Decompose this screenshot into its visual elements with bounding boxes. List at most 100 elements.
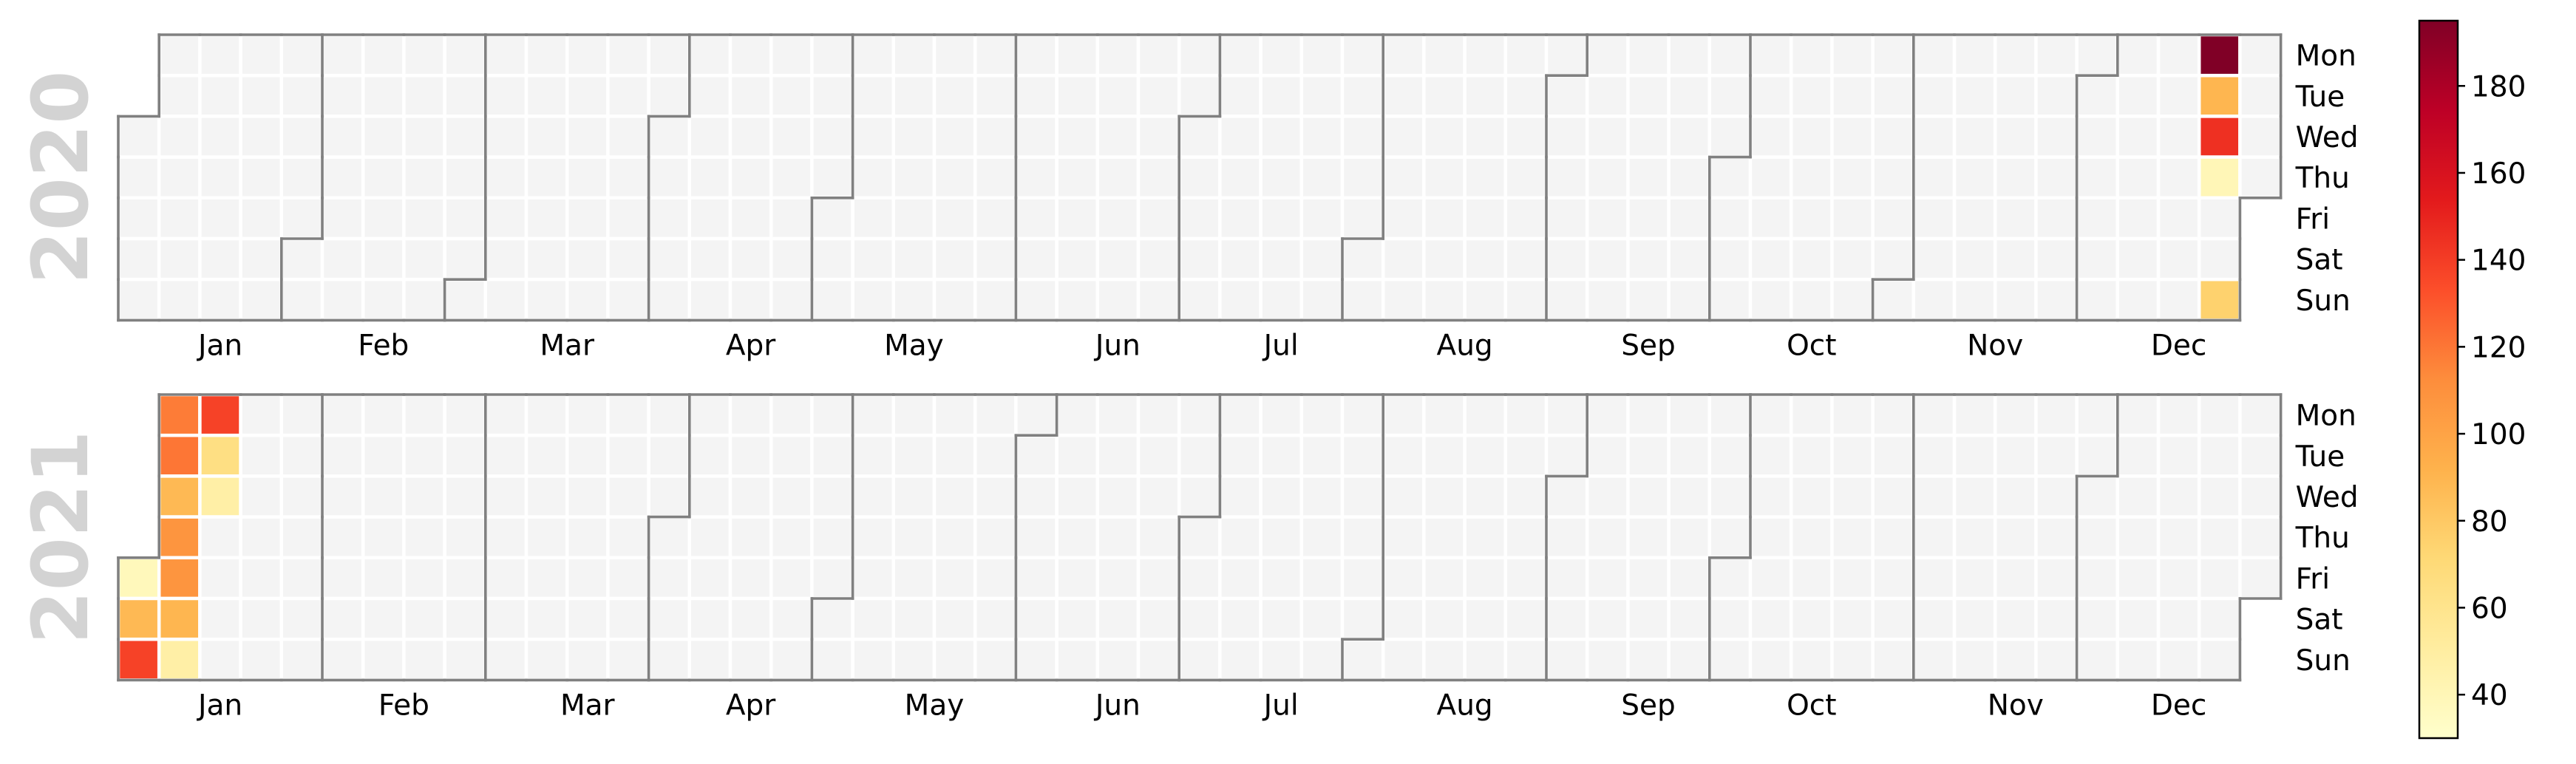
day-cell <box>2075 33 2120 78</box>
day-cell <box>320 236 365 282</box>
day-cell <box>769 637 814 682</box>
day-cell <box>810 596 854 641</box>
day-cell <box>1503 33 1549 78</box>
day-cell <box>1340 474 1385 519</box>
day-cell <box>2197 433 2242 478</box>
day-cell <box>1259 115 1304 159</box>
day-cell <box>810 236 854 282</box>
day-cell <box>1177 115 1222 159</box>
day-cell <box>1626 637 1671 682</box>
day-cell <box>1136 515 1181 560</box>
day-cell <box>565 277 610 322</box>
day-cell <box>1014 392 1058 437</box>
day-cell <box>2034 392 2079 437</box>
weekday-label-wed: Wed <box>2296 481 2359 514</box>
day-cell <box>1381 637 1426 682</box>
day-cell <box>443 637 488 682</box>
day-cell <box>2197 392 2242 437</box>
day-cell <box>1911 155 1957 200</box>
day-cell <box>157 556 202 601</box>
day-cell <box>402 196 446 241</box>
day-cell <box>279 115 324 159</box>
day-cell <box>647 433 692 478</box>
day-cell <box>769 196 814 241</box>
day-cell <box>1667 155 1712 200</box>
day-cell <box>1789 637 1834 682</box>
day-cell <box>1626 556 1671 601</box>
day-cell <box>1993 33 2038 78</box>
day-cell <box>2034 556 2079 601</box>
day-cell <box>483 556 529 601</box>
day-cell <box>2156 277 2201 322</box>
day-cell <box>1585 556 1630 601</box>
day-cell <box>361 392 406 437</box>
day-cell <box>647 155 692 200</box>
day-cell <box>810 556 854 601</box>
day-cell <box>1259 33 1304 78</box>
day-cell <box>891 556 937 601</box>
day-cell <box>116 277 161 322</box>
day-cell <box>402 556 446 601</box>
day-cell <box>1055 556 1100 601</box>
day-cell <box>851 556 896 601</box>
day-cell <box>2197 474 2242 519</box>
day-cell <box>2238 556 2283 601</box>
day-cell <box>606 433 650 478</box>
day-cell <box>1748 474 1793 519</box>
day-cell <box>1299 115 1345 159</box>
day-cell <box>1299 73 1345 118</box>
day-cell <box>361 236 406 282</box>
day-cell <box>1055 596 1100 641</box>
day-cell <box>116 155 161 200</box>
day-cell <box>1911 33 1957 78</box>
day-cell <box>2075 474 2120 519</box>
day-cell <box>1177 277 1222 322</box>
day-cell <box>1544 433 1589 478</box>
month-borders <box>117 33 2283 322</box>
day-cell <box>1585 33 1630 78</box>
day-cell <box>1422 277 1467 322</box>
year-label-2021: 2021 <box>16 430 106 644</box>
day-cell <box>1299 433 1345 478</box>
day-cell <box>198 392 242 437</box>
day-cell <box>2156 115 2201 159</box>
day-cell <box>1626 155 1671 200</box>
day-cell <box>565 596 610 641</box>
day-cell <box>851 515 896 560</box>
day-cell <box>1544 596 1589 641</box>
day-cell <box>1911 433 1957 478</box>
day-cell <box>524 474 569 519</box>
day-cell <box>1667 515 1712 560</box>
day-cell <box>932 433 977 478</box>
day-cell <box>1911 556 1957 601</box>
day-cell <box>647 196 692 241</box>
day-cell <box>1748 196 1793 241</box>
day-cell <box>2034 433 2079 478</box>
day-cell <box>443 474 488 519</box>
day-cell <box>1136 115 1181 159</box>
day-cell <box>1748 236 1793 282</box>
day-cell <box>1830 637 1875 682</box>
day-cell <box>1422 596 1467 641</box>
day-cell <box>361 433 406 478</box>
day-cell <box>769 277 814 322</box>
day-cell <box>565 196 610 241</box>
day-cell <box>361 596 406 641</box>
day-cell <box>279 392 324 437</box>
day-cell <box>1789 115 1834 159</box>
day-cell <box>157 33 202 78</box>
day-cell <box>1585 515 1630 560</box>
day-cell <box>1830 73 1875 118</box>
day-cell <box>1136 556 1181 601</box>
day-cell <box>810 637 854 682</box>
day-cell <box>198 33 242 78</box>
day-cell <box>239 33 284 78</box>
colorbar-tick-label: 120 <box>2471 331 2526 364</box>
day-cell <box>1585 637 1630 682</box>
day-cell <box>279 433 324 478</box>
day-cell <box>2034 637 2079 682</box>
day-cell <box>1585 596 1630 641</box>
day-cell <box>1707 596 1753 641</box>
day-cell <box>320 115 365 159</box>
day-cell <box>2034 73 2079 118</box>
